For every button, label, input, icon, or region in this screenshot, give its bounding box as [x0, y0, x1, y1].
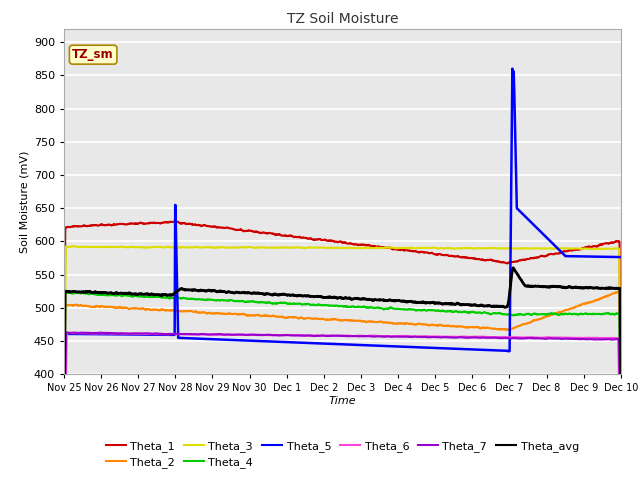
Theta_4: [63, 289, 71, 295]
Theta_4: [60, 452, 68, 458]
Theta_7: [617, 472, 625, 478]
Theta_7: [606, 336, 614, 342]
X-axis label: Time: Time: [328, 396, 356, 406]
Theta_3: [298, 245, 306, 251]
Theta_3: [617, 422, 625, 428]
Theta_2: [298, 315, 305, 321]
Theta_3: [546, 245, 554, 251]
Theta_3: [68, 243, 76, 249]
Theta_7: [157, 331, 164, 336]
Title: TZ Soil Moisture: TZ Soil Moisture: [287, 12, 398, 26]
Theta_avg: [509, 265, 517, 271]
Theta_avg: [617, 432, 625, 438]
Theta_4: [546, 311, 554, 316]
Theta_5: [509, 66, 516, 72]
Theta_5: [617, 254, 625, 260]
Theta_4: [124, 293, 132, 299]
Theta_4: [274, 300, 282, 306]
Theta_6: [298, 332, 306, 338]
Theta_avg: [60, 463, 68, 468]
Theta_7: [274, 333, 282, 338]
Theta_5: [157, 332, 164, 337]
Theta_4: [298, 302, 306, 308]
Theta_7: [298, 333, 306, 338]
Theta_avg: [274, 292, 282, 298]
Legend: Theta_1, Theta_2, Theta_3, Theta_4, Theta_5, Theta_6, Theta_7, Theta_avg: Theta_1, Theta_2, Theta_3, Theta_4, Thet…: [102, 436, 583, 472]
Theta_6: [617, 476, 625, 480]
Theta_3: [606, 246, 614, 252]
Theta_avg: [157, 292, 164, 298]
Line: Theta_5: Theta_5: [64, 69, 621, 351]
Line: Theta_avg: Theta_avg: [64, 268, 621, 466]
Text: TZ_sm: TZ_sm: [72, 48, 114, 61]
Theta_2: [614, 289, 621, 295]
Theta_4: [606, 311, 614, 317]
Theta_7: [62, 330, 70, 336]
Theta_2: [606, 292, 614, 298]
Theta_avg: [298, 293, 305, 299]
Line: Theta_6: Theta_6: [64, 333, 621, 480]
Theta_1: [170, 219, 177, 225]
Theta_avg: [124, 291, 131, 297]
Theta_1: [606, 240, 614, 246]
Theta_1: [274, 231, 282, 237]
Theta_6: [157, 331, 164, 337]
Theta_1: [298, 235, 306, 240]
Theta_4: [157, 294, 164, 300]
Theta_6: [546, 335, 554, 340]
Theta_1: [60, 417, 68, 423]
Theta_5: [298, 340, 305, 346]
Theta_3: [60, 441, 68, 446]
Theta_2: [157, 307, 164, 313]
Theta_5: [274, 339, 282, 345]
Theta_avg: [546, 284, 554, 290]
Line: Theta_1: Theta_1: [64, 222, 621, 428]
Theta_5: [504, 348, 511, 354]
Theta_2: [274, 313, 282, 319]
Theta_avg: [606, 285, 614, 291]
Theta_3: [274, 245, 282, 251]
Theta_2: [60, 458, 68, 464]
Theta_7: [124, 331, 132, 336]
Theta_6: [606, 335, 614, 341]
Theta_2: [124, 305, 131, 311]
Theta_4: [617, 463, 625, 469]
Theta_7: [546, 336, 554, 341]
Y-axis label: Soil Moisture (mV): Soil Moisture (mV): [20, 150, 29, 253]
Theta_3: [157, 244, 164, 250]
Theta_1: [546, 252, 554, 257]
Theta_5: [606, 254, 614, 260]
Line: Theta_4: Theta_4: [64, 292, 621, 466]
Theta_5: [547, 238, 554, 244]
Theta_6: [124, 331, 132, 336]
Line: Theta_7: Theta_7: [64, 333, 621, 480]
Theta_1: [124, 221, 131, 227]
Line: Theta_2: Theta_2: [64, 292, 621, 461]
Theta_3: [124, 244, 132, 250]
Theta_1: [157, 220, 164, 226]
Theta_1: [617, 425, 625, 431]
Theta_5: [60, 331, 68, 337]
Theta_2: [546, 312, 554, 318]
Theta_6: [274, 332, 282, 338]
Theta_6: [66, 330, 74, 336]
Line: Theta_3: Theta_3: [64, 246, 621, 444]
Theta_2: [617, 452, 625, 457]
Theta_5: [124, 332, 131, 337]
